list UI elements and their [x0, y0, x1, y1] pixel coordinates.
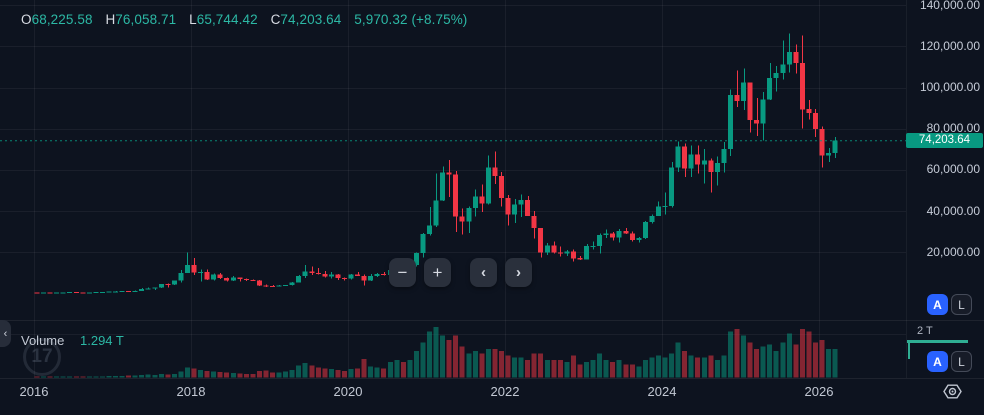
auto-scale-button-volume[interactable]: A [927, 351, 948, 372]
zoom-in-button[interactable]: + [424, 258, 451, 287]
chevron-left-icon: ‹ [3, 327, 8, 340]
price-tick: 80,000.00 [926, 121, 980, 135]
log-scale-button-volume[interactable]: L [951, 351, 972, 372]
price-axis-separator [906, 0, 907, 378]
pane-separator[interactable] [0, 320, 984, 321]
price-tick: 140,000.00 [919, 0, 980, 12]
tradingview-logo-watermark: 17 [23, 338, 61, 376]
year-tick: 2024 [647, 384, 677, 399]
price-tick: 20,000.00 [926, 245, 980, 259]
volume-legend: Volume 1.294 T [21, 333, 124, 348]
price-candles [34, 33, 838, 294]
last-price-badge: 74,203.64 [906, 133, 983, 148]
high-value: 76,058.71 [115, 12, 177, 27]
open-value: 68,225.58 [31, 12, 93, 27]
log-scale-button[interactable]: L [951, 294, 972, 315]
gridlines [0, 0, 906, 378]
year-tick: 2016 [19, 384, 49, 399]
ohlc-legend: O68,225.58 H76,058.71 L65,744.42 C74,203… [21, 12, 467, 27]
year-tick: 2020 [333, 384, 363, 399]
low-value: 65,744.42 [196, 12, 258, 27]
zoom-out-button[interactable]: − [389, 258, 416, 287]
auto-scale-button[interactable]: A [927, 294, 948, 315]
year-tick: 2026 [804, 384, 834, 399]
time-axis-separator [0, 378, 984, 379]
chevron-left-icon: ‹ [481, 264, 486, 281]
volume-last-value-marker [907, 340, 968, 343]
volume-axis-tick: 2 T [917, 325, 933, 337]
change-value: 5,970.32 (+8.75%) [354, 12, 468, 27]
plus-icon: + [432, 262, 443, 282]
minus-icon: − [397, 262, 408, 282]
volume-last-value-marker-tail [908, 343, 910, 359]
volume-label: Volume [21, 333, 65, 348]
price-tick: 60,000.00 [926, 162, 980, 176]
year-tick: 2022 [490, 384, 520, 399]
price-tick: 40,000.00 [926, 204, 980, 218]
pan-right-button[interactable]: › [505, 258, 532, 287]
close-value: 74,203.64 [280, 12, 342, 27]
chevron-right-icon: › [516, 264, 521, 281]
pan-left-button[interactable]: ‹ [470, 258, 497, 287]
candlestick-chart[interactable] [0, 0, 906, 378]
volume-bars [34, 326, 838, 378]
price-tick: 100,000.00 [919, 80, 980, 94]
high-label: H [105, 12, 116, 27]
collapse-pane-tab[interactable]: ‹ [0, 320, 11, 347]
volume-value: 1.294 T [80, 333, 124, 348]
year-tick: 2018 [176, 384, 206, 399]
close-label: C [270, 12, 281, 27]
low-label: L [189, 12, 197, 27]
price-tick: 120,000.00 [919, 39, 980, 53]
settings-gear-icon[interactable] [943, 382, 962, 401]
open-label: O [21, 12, 32, 27]
